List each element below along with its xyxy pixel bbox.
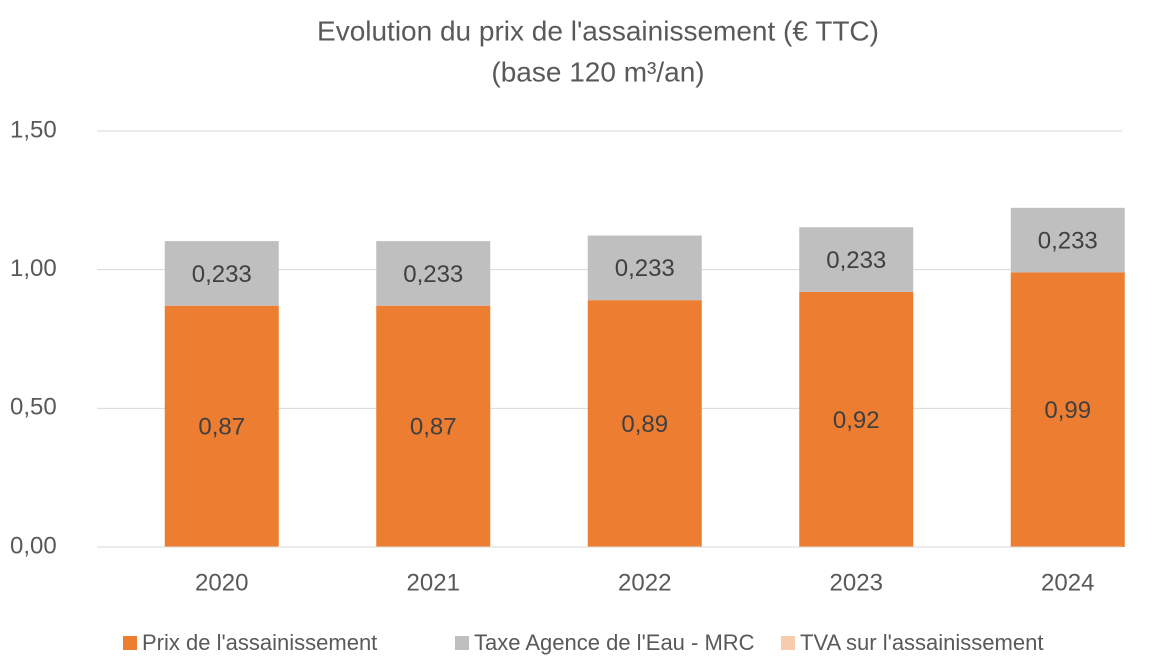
x-tick-label: 2022: [618, 569, 671, 596]
data-label: 0,92: [833, 407, 880, 434]
y-tick-label: 1,00: [10, 255, 57, 282]
bar-segment: [799, 291, 914, 547]
data-label: 0,87: [410, 414, 457, 441]
data-label: 0,233: [826, 247, 886, 274]
x-tick-label: 2024: [1041, 569, 1094, 596]
legend-label: Taxe Agence de l'Eau - MRC: [474, 630, 755, 655]
bar-segment: [587, 235, 702, 301]
data-label: 0,87: [198, 414, 245, 441]
legend-swatch: [781, 636, 795, 650]
x-tick-label: 2021: [407, 569, 460, 596]
legend-label: Prix de l'assainissement: [142, 630, 377, 655]
bar-segment: [164, 241, 279, 306]
y-tick-label: 0,50: [10, 394, 57, 421]
y-tick-label: 1,50: [10, 116, 57, 143]
legend-label: TVA sur l'assainissement: [800, 630, 1043, 655]
data-label: 0,233: [615, 255, 675, 282]
x-tick-label: 2020: [195, 569, 248, 596]
y-tick-label: 0,00: [10, 532, 57, 559]
data-label: 0,99: [1044, 397, 1091, 424]
data-label: 0,233: [1038, 227, 1098, 254]
bar-segment: [164, 305, 279, 547]
chart-subtitle: (base 120 m³/an): [491, 56, 704, 87]
chart-title: Evolution du prix de l'assainissement (€…: [317, 15, 879, 46]
data-label: 0,233: [403, 261, 463, 288]
bar-segment: [1010, 272, 1125, 547]
x-tick-label: 2023: [830, 569, 883, 596]
bar-segment: [1010, 207, 1125, 273]
bar-segment: [587, 300, 702, 547]
bar-segment: [376, 305, 491, 547]
data-label: 0,89: [621, 411, 668, 438]
data-label: 0,233: [192, 261, 252, 288]
bar-segment: [376, 241, 491, 306]
legend-swatch: [123, 636, 137, 650]
bar-segment: [799, 227, 914, 292]
legend-swatch: [455, 636, 469, 650]
